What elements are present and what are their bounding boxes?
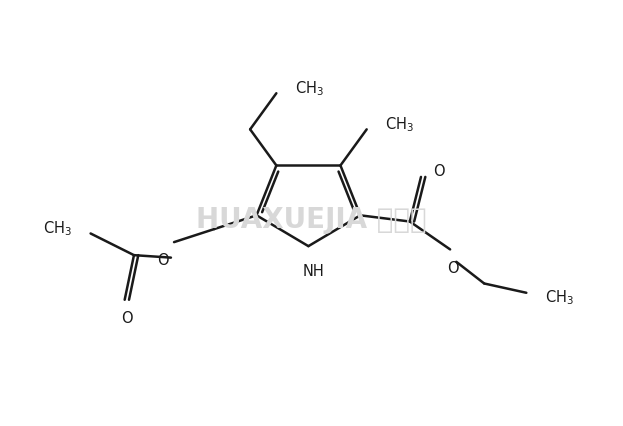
- Text: NH: NH: [303, 264, 324, 279]
- Text: HUAXUEJIA 化学加: HUAXUEJIA 化学加: [196, 206, 427, 234]
- Text: O: O: [121, 311, 133, 326]
- Text: O: O: [434, 164, 445, 179]
- Text: CH$_3$: CH$_3$: [385, 115, 414, 134]
- Text: CH$_3$: CH$_3$: [545, 288, 574, 307]
- Text: CH$_3$: CH$_3$: [295, 79, 324, 98]
- Text: O: O: [447, 261, 459, 276]
- Text: CH$_3$: CH$_3$: [43, 219, 72, 238]
- Text: O: O: [157, 253, 169, 268]
